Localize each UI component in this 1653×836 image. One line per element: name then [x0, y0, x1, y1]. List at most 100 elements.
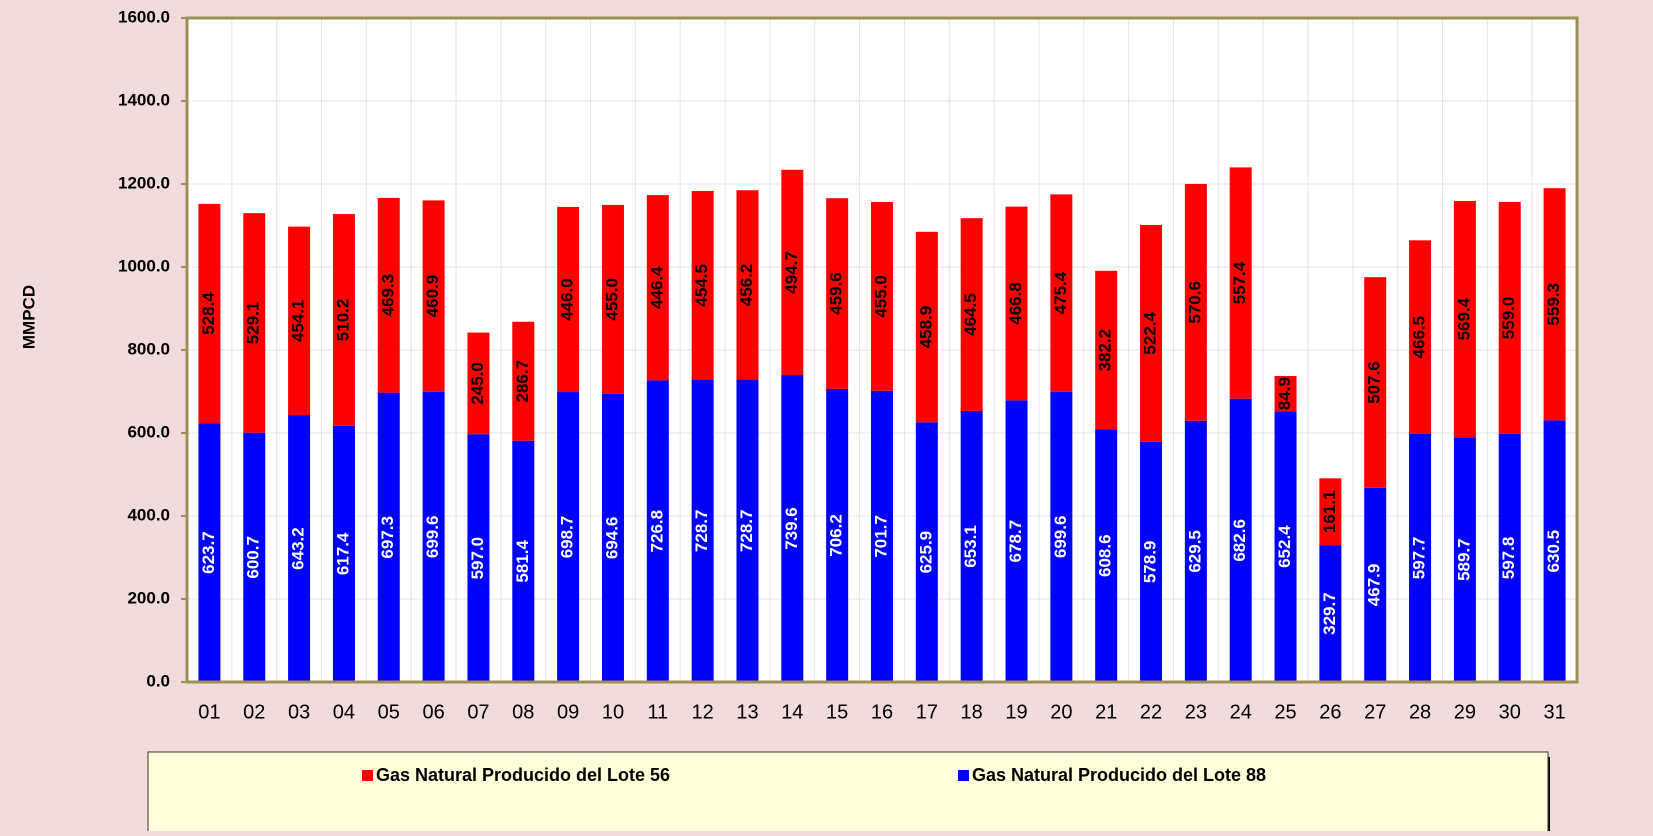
y-tick-label: 0.0 [146, 671, 170, 690]
value-label: 528.4 [199, 292, 218, 335]
plot-border [185, 16, 1579, 684]
bar-segment [1409, 433, 1432, 682]
value-label: 701.7 [871, 515, 890, 558]
bar-segment [512, 440, 535, 682]
bar-segment [646, 195, 669, 381]
bar-segment [601, 393, 624, 682]
value-label: 623.7 [199, 531, 218, 574]
y-tick-label: 1400.0 [118, 90, 170, 109]
bar-segment [377, 197, 400, 393]
x-tick-label: 10 [602, 701, 624, 723]
bar-segment [871, 390, 893, 682]
value-label: 469.3 [378, 274, 397, 317]
bar-segment [1140, 224, 1163, 442]
bar-segment [288, 415, 311, 682]
value-label: 630.5 [1544, 530, 1563, 573]
bar-segment [1409, 240, 1432, 434]
value-label: 653.1 [961, 525, 980, 568]
y-tick-label: 400.0 [127, 505, 170, 524]
bar-segment [1364, 487, 1387, 682]
x-tick-label: 11 [647, 701, 668, 723]
x-tick-label: 20 [1050, 701, 1072, 723]
value-label: 682.6 [1230, 519, 1249, 562]
value-label: 466.8 [1006, 282, 1025, 325]
bar-segment [1453, 200, 1476, 438]
bar-segment [557, 392, 580, 682]
x-tick-label: 12 [692, 701, 714, 723]
value-label: 578.9 [1141, 541, 1160, 584]
value-label: 629.5 [1185, 530, 1204, 573]
bar-segment [1005, 400, 1028, 682]
bar-segment [1319, 478, 1342, 546]
x-tick-label: 18 [961, 701, 983, 723]
x-tick-label: 16 [871, 701, 893, 723]
bar-segment [1498, 433, 1521, 682]
bar-segment [467, 434, 490, 682]
x-tick-label: 01 [198, 701, 220, 723]
value-label: 494.7 [782, 251, 801, 294]
bar-segment [691, 190, 714, 380]
value-label: 466.5 [1410, 316, 1429, 359]
value-label: 597.7 [1410, 537, 1429, 580]
bar-segment [1050, 194, 1073, 392]
value-label: 454.1 [289, 300, 308, 343]
bar-segment [1140, 441, 1163, 682]
bar-segment [467, 332, 490, 435]
value-label: 84.9 [1275, 377, 1294, 410]
bar-segment [1050, 391, 1073, 682]
value-label: 458.9 [916, 306, 935, 349]
bar-segment [1453, 437, 1476, 682]
bar-segment [377, 392, 400, 682]
x-tick-label: 13 [736, 701, 758, 723]
bar-segment [736, 190, 759, 380]
legend-label: Gas Natural Producido del Lote 88 [972, 765, 1266, 785]
value-label: 728.7 [737, 510, 756, 553]
x-tick-label: 24 [1230, 701, 1252, 723]
value-label: 608.6 [1096, 534, 1115, 577]
value-label: 699.6 [423, 516, 442, 559]
value-label: 460.9 [423, 275, 442, 318]
value-label: 464.5 [961, 293, 980, 336]
bar-segment [915, 231, 938, 423]
value-label: 698.7 [558, 516, 577, 559]
x-tick-label: 07 [467, 701, 489, 723]
bar-segment [332, 214, 355, 426]
x-tick-label: 17 [916, 701, 938, 723]
x-tick-label: 04 [333, 701, 355, 723]
y-tick-label: 800.0 [127, 339, 170, 358]
value-label: 161.1 [1320, 490, 1339, 533]
value-label: 581.4 [513, 540, 532, 583]
bar-segment [512, 321, 535, 441]
bar-segment [1274, 376, 1297, 412]
bar-segment [1274, 411, 1297, 682]
bar-segment [1543, 188, 1566, 421]
y-axis-label: MMPCD [19, 285, 38, 349]
bar-segment [422, 391, 445, 682]
bar-segment [781, 375, 804, 682]
bar-segment [1095, 429, 1118, 682]
value-label: 728.7 [692, 510, 711, 553]
bar-segment [1498, 201, 1521, 434]
value-label: 510.2 [333, 299, 352, 342]
bar-segment [915, 422, 938, 682]
bar-segment [1229, 398, 1252, 682]
x-tick-label: 22 [1140, 701, 1162, 723]
x-tick-label: 14 [781, 701, 803, 723]
y-tick-label: 200.0 [127, 588, 170, 607]
bar-segment [1184, 420, 1207, 682]
value-label: 697.3 [378, 516, 397, 559]
labels: 623.7 528.4 600.7 529.1 643.2 454.1 617.4 510.2… [199, 251, 1563, 635]
x-tick-label: 09 [557, 701, 579, 723]
legend-entries: Gas Natural Producido del Lote 56 Gas Nat… [362, 765, 1266, 785]
x-tick-label: 08 [512, 701, 534, 723]
x-tick-label: 05 [378, 701, 400, 723]
x-tick-label: 25 [1274, 701, 1296, 723]
bar-segment [871, 201, 893, 391]
value-label: 678.7 [1006, 520, 1025, 563]
value-label: 286.7 [513, 360, 532, 403]
value-label: 643.2 [289, 527, 308, 570]
bar-segment [243, 432, 266, 682]
value-label: 559.3 [1544, 283, 1563, 326]
